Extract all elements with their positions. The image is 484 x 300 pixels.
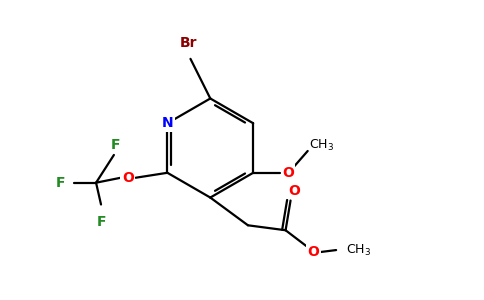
Text: F: F: [111, 138, 121, 152]
Text: CH$_3$: CH$_3$: [309, 137, 334, 153]
Text: O: O: [122, 171, 134, 185]
Text: CH$_3$: CH$_3$: [347, 242, 371, 258]
Text: O: O: [288, 184, 301, 198]
Text: O: O: [282, 166, 294, 180]
Text: Br: Br: [180, 36, 197, 50]
Text: F: F: [96, 215, 106, 229]
Text: F: F: [56, 176, 65, 190]
Text: O: O: [307, 245, 319, 259]
Text: N: N: [162, 116, 173, 130]
